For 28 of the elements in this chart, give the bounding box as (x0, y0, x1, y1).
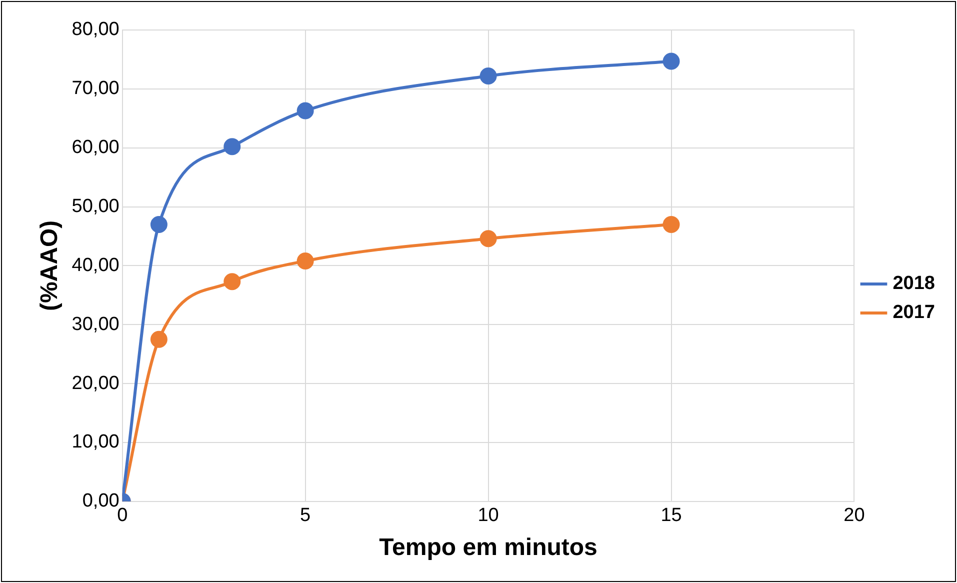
y-tick-label: 10,00 (72, 432, 120, 453)
x-tick-label: 20 (844, 505, 865, 526)
y-tick-label: 30,00 (72, 314, 120, 335)
x-tick-label: 5 (300, 505, 311, 526)
y-tick-label: 80,00 (72, 19, 120, 40)
point (662, 52, 680, 70)
legend-label: 2018 (892, 273, 936, 294)
y-axis-title: (%AAO) (36, 220, 64, 312)
x-tick-label: 10 (478, 505, 499, 526)
y-tick-label: 50,00 (72, 196, 120, 218)
point (224, 138, 241, 156)
point (296, 252, 314, 270)
point (150, 330, 168, 348)
point (296, 102, 314, 120)
y-tick-label: 40,00 (72, 254, 120, 276)
y-tick-label: 0,00 (82, 490, 120, 512)
legend-label: 2017 (892, 302, 936, 324)
point (224, 273, 241, 290)
point (480, 67, 497, 84)
x-axis-title: Tempo em minutos (379, 534, 598, 562)
point (480, 230, 497, 248)
x-tick-label: 15 (660, 505, 682, 526)
y-tick-label: 20,00 (72, 372, 120, 394)
point (662, 216, 680, 233)
y-tick-label: 60,00 (72, 137, 120, 158)
y-tick-label: 70,00 (72, 78, 120, 100)
point (150, 216, 168, 233)
x-tick-label: 0 (117, 505, 128, 526)
